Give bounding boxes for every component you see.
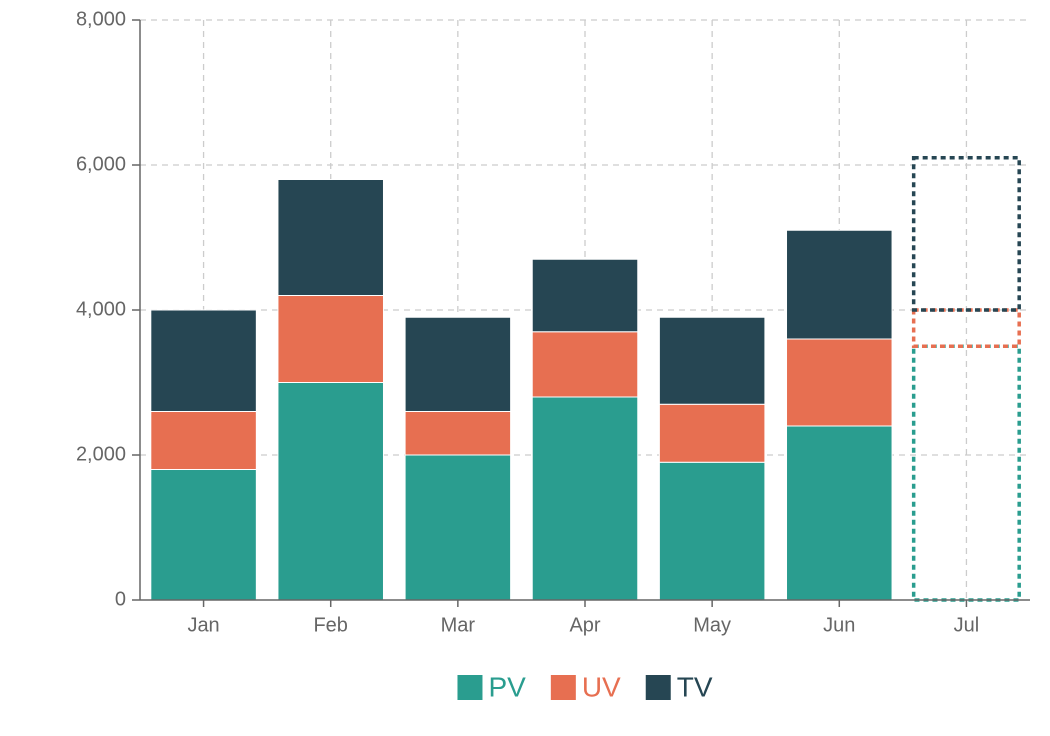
- y-tick-label: 8,000: [76, 8, 126, 30]
- legend-label: PV: [488, 671, 526, 702]
- x-tick-label: May: [693, 614, 731, 636]
- bar-segment: [911, 308, 1021, 348]
- bar-segment: [911, 156, 1021, 312]
- y-tick-label: 2,000: [76, 443, 126, 465]
- legend: PV UV TV: [457, 671, 713, 702]
- y-tick-label: 6,000: [76, 153, 126, 175]
- x-tick-label: Feb: [313, 614, 347, 636]
- x-tick-label: Mar: [441, 614, 476, 636]
- bar-segment: [786, 229, 893, 340]
- bar-segment: [277, 295, 384, 383]
- bar-segment: [277, 382, 384, 601]
- bar-segment: [531, 331, 639, 398]
- y-tick-label: 4,000: [76, 298, 126, 320]
- bar-segment: [658, 461, 766, 601]
- bar-segment: [404, 411, 512, 456]
- bar-segment: [658, 403, 766, 463]
- bar-segment: [404, 454, 512, 601]
- bar-segment: [531, 258, 639, 333]
- bar-segment: [658, 316, 766, 405]
- bar-segment: [786, 425, 893, 601]
- x-tick-label: Jul: [954, 614, 980, 636]
- legend-swatch: [550, 675, 576, 700]
- bar-segment: [277, 179, 384, 296]
- bar-segment: [150, 309, 257, 412]
- bar-segment: [531, 396, 639, 601]
- bar-segment: [404, 316, 512, 412]
- x-tick-label: Jan: [187, 614, 219, 636]
- x-tick-label: Jun: [823, 614, 855, 636]
- bar-segment: [150, 411, 257, 470]
- legend-swatch: [457, 675, 483, 700]
- bar-segment: [786, 338, 893, 427]
- x-tick-label: Apr: [569, 614, 600, 636]
- legend-label: TV: [677, 671, 713, 702]
- legend-swatch: [645, 675, 671, 700]
- legend-label: UV: [582, 671, 621, 702]
- y-tick-label: 0: [115, 588, 126, 610]
- bar-segment: [150, 469, 257, 601]
